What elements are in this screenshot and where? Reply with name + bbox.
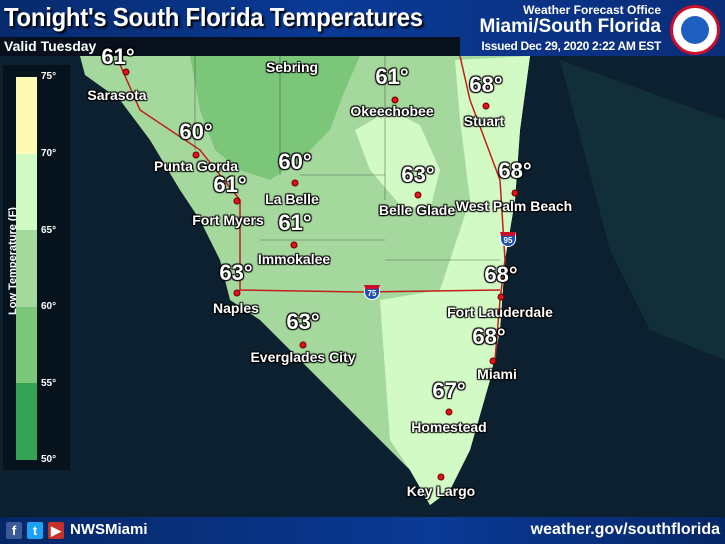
- city-name: Sebring: [265, 59, 319, 75]
- legend-tick: 60°: [41, 301, 57, 312]
- legend-bin: [16, 383, 37, 460]
- city-name: Fort Myers: [192, 212, 264, 228]
- interstate-75-shield: 75: [364, 285, 380, 300]
- legend-bin: [16, 153, 37, 231]
- city-name: Homestead: [411, 419, 487, 435]
- city-name: Key Largo: [406, 483, 476, 499]
- social-handle[interactable]: NWSMiami: [70, 521, 148, 538]
- city-temperature: 63°: [286, 309, 320, 334]
- city-temperature: 61°: [278, 210, 312, 235]
- interstate-95-shield: 95: [500, 232, 516, 247]
- city-marker: [291, 179, 299, 187]
- legend-bin: [16, 230, 37, 307]
- city-temperature: 63°: [219, 260, 253, 285]
- city-marker: [511, 189, 519, 197]
- legend: Low Temperature (F) 75° 70° 65° 60° 55° …: [3, 65, 70, 470]
- legend-bin: [16, 306, 37, 384]
- legend-tick: 75°: [41, 71, 57, 82]
- city-name: Everglades City: [250, 349, 356, 365]
- city-name: West Palm Beach: [455, 198, 573, 214]
- city-marker: [233, 197, 241, 205]
- city-temperature: 68°: [484, 262, 518, 287]
- legend-bin: [16, 77, 37, 154]
- city-name: Naples: [213, 300, 259, 316]
- city-marker: [445, 408, 453, 416]
- land-55-60: [190, 56, 360, 180]
- city-temperature: 61°: [101, 44, 135, 69]
- city-temperature: 61°: [213, 172, 247, 197]
- twitter-icon[interactable]: t: [27, 522, 43, 539]
- legend-tick: 55°: [41, 378, 57, 389]
- city-marker: [482, 102, 490, 110]
- website-link[interactable]: weather.gov/southflorida: [530, 521, 720, 538]
- footer: f t ▶ NWSMiami weather.gov/southflorida: [0, 517, 725, 544]
- city-name: Stuart: [463, 113, 505, 129]
- city-name: La Belle: [265, 191, 319, 207]
- legend-tick: 70°: [41, 148, 57, 159]
- city-temperature: 61°: [375, 64, 409, 89]
- city-name: Okeechobee: [350, 103, 434, 119]
- city-marker: [290, 241, 298, 249]
- city-name: Belle Glade: [378, 202, 456, 218]
- youtube-icon[interactable]: ▶: [48, 522, 64, 539]
- city-temperature: 60°: [179, 119, 213, 144]
- city-name: Punta Gorda: [153, 158, 239, 174]
- legend-tick: 65°: [41, 225, 57, 236]
- office-label: Weather Forecast Office: [523, 3, 661, 17]
- nws-logo: [670, 5, 720, 55]
- city-marker: [437, 473, 445, 481]
- city-marker: [122, 68, 130, 76]
- city-marker: [497, 293, 505, 301]
- city-marker: [233, 289, 241, 297]
- city-temperature: 68°: [469, 72, 503, 97]
- city-marker: [391, 96, 399, 104]
- land-65-70-lake: [355, 110, 440, 210]
- facebook-icon[interactable]: f: [6, 522, 22, 539]
- city-temperature: 68°: [498, 158, 532, 183]
- city-marker: [489, 357, 497, 365]
- city-name: Fort Lauderdale: [447, 304, 553, 320]
- legend-tick: 50°: [41, 454, 57, 465]
- city-temperature: 63°: [401, 162, 435, 187]
- city-temperature: 60°: [278, 149, 312, 174]
- city-marker: [299, 341, 307, 349]
- city-name: Immokalee: [257, 251, 331, 267]
- valid-period: Valid Tuesday: [0, 37, 460, 56]
- office-name: Miami/South Florida: [479, 16, 661, 37]
- city-name: Sarasota: [87, 87, 147, 103]
- city-marker: [414, 191, 422, 199]
- city-temperature: 67°: [432, 378, 466, 403]
- page-title: Tonight's South Florida Temperatures: [4, 2, 423, 32]
- issued-time: Issued Dec 29, 2020 2:22 AM EST: [481, 39, 661, 53]
- city-name: Miami: [477, 366, 517, 382]
- city-marker: [192, 151, 200, 159]
- legend-colorbar: [16, 77, 37, 460]
- land-65-70-east: [380, 56, 530, 505]
- city-temperature: 68°: [472, 324, 506, 349]
